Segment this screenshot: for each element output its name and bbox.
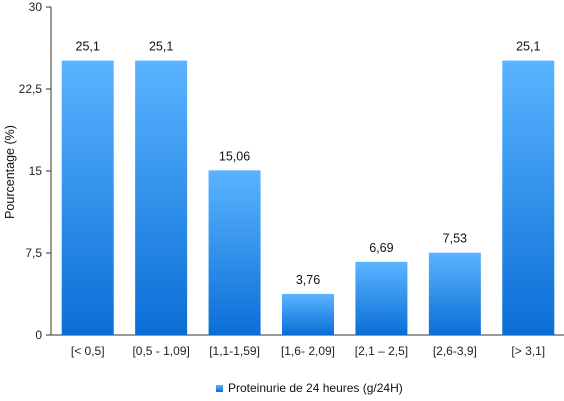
- x-tick-label: [< 0,5]: [71, 344, 105, 358]
- legend-swatch: [216, 385, 223, 392]
- x-tick-label: [> 3,1]: [511, 344, 545, 358]
- x-tick-label: [2,1 – 2,5]: [355, 344, 408, 358]
- bar: [61, 60, 114, 335]
- bar: [502, 60, 555, 335]
- x-tick-label: [1,6- 2,09]: [281, 344, 335, 358]
- y-axis-label: Pourcentage (%): [3, 125, 17, 219]
- data-label: 7,53: [443, 232, 467, 246]
- data-label: 6,69: [369, 241, 393, 255]
- y-tick-label: 30: [29, 0, 43, 14]
- x-tick-label: [2,6-3,9]: [433, 344, 477, 358]
- x-tick-label: [0,5 - 1,09]: [132, 344, 189, 358]
- data-label: 25,1: [149, 40, 173, 54]
- data-label: 15,06: [219, 149, 250, 163]
- bar: [428, 252, 481, 335]
- bar: [208, 170, 261, 335]
- bar: [355, 261, 408, 335]
- x-tick-label: [1,1-1,59]: [209, 344, 260, 358]
- y-tick-label: 7,5: [25, 246, 42, 260]
- y-tick-label: 22,5: [19, 82, 43, 96]
- legend-label: Proteinurie de 24 heures (g/24H): [228, 381, 403, 395]
- data-label: 25,1: [76, 40, 100, 54]
- y-tick-label: 0: [35, 328, 42, 342]
- bar: [135, 60, 188, 335]
- data-label: 25,1: [516, 40, 540, 54]
- bar: [282, 293, 334, 335]
- y-tick-label: 15: [29, 164, 43, 178]
- legend: Proteinurie de 24 heures (g/24H): [216, 381, 403, 395]
- data-label: 3,76: [296, 273, 320, 287]
